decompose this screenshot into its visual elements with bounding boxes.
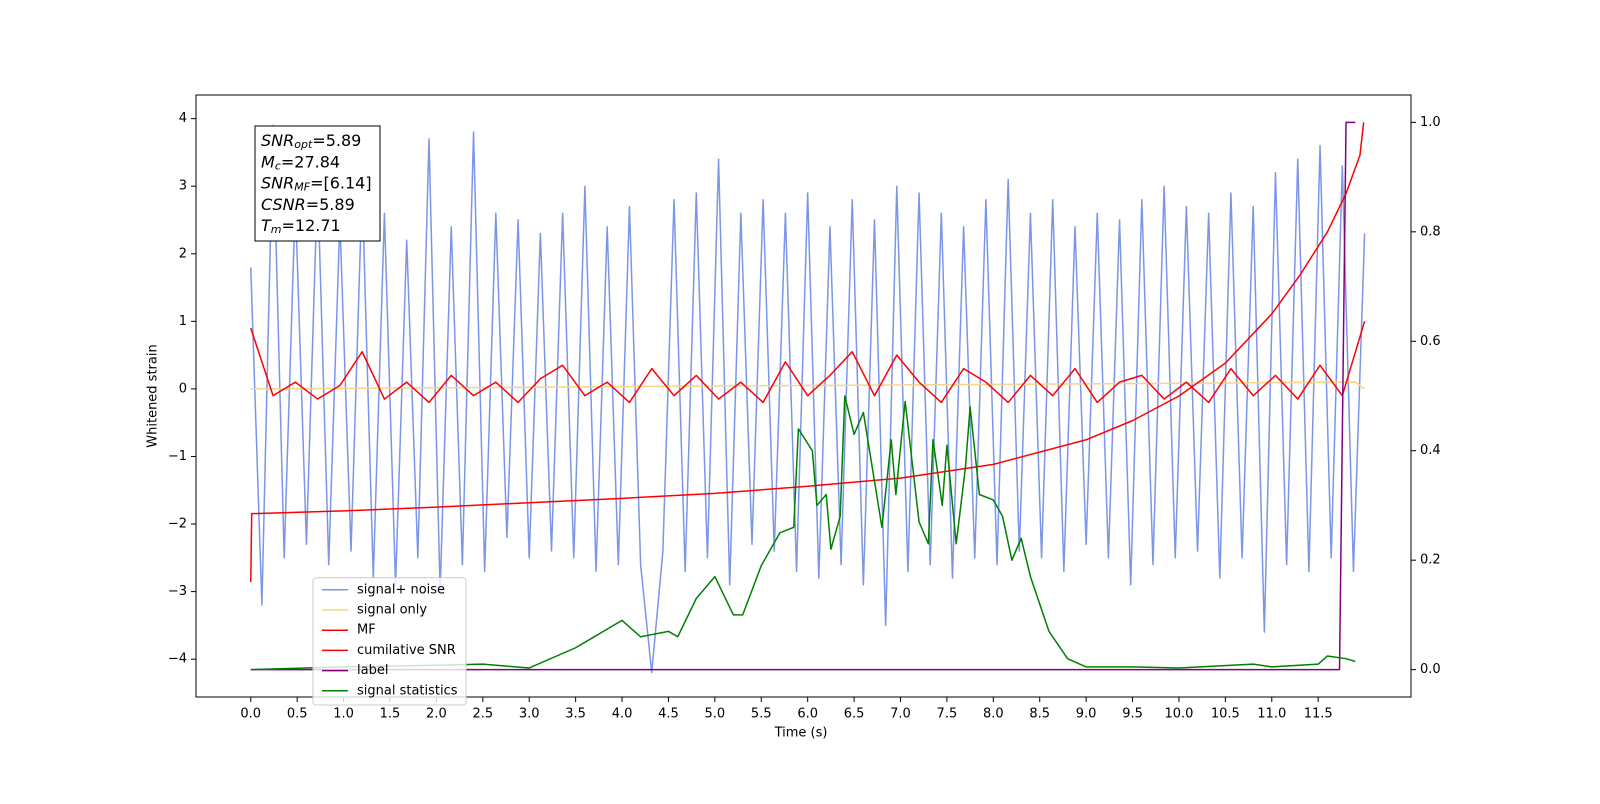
x-tick-label: 6.0 bbox=[797, 707, 818, 722]
annotation-value: =27.84 bbox=[281, 152, 340, 171]
x-tick-label: 2.5 bbox=[472, 707, 493, 722]
x-tick-label: 6.5 bbox=[844, 707, 865, 722]
annotation-symbol: CSNR bbox=[261, 194, 306, 213]
x-axis-label: Time (s) bbox=[774, 726, 828, 741]
legend-label: signal only bbox=[357, 603, 427, 618]
x-tick-label: 1.0 bbox=[333, 707, 354, 722]
annotation-frame bbox=[254, 125, 381, 242]
annotation-box: SNRopt=5.89Mc=27.84SNRMF=[6.14]CSNR=5.89… bbox=[254, 125, 381, 242]
series-line bbox=[250, 124, 1366, 674]
y2-tick-label: 0.0 bbox=[1420, 662, 1441, 677]
x-tick-label: 10.0 bbox=[1164, 707, 1193, 722]
annotation-symbol: SNR bbox=[261, 131, 294, 150]
x-tick-label: 7.0 bbox=[890, 707, 911, 722]
annotation: SNRMF=[6.14] bbox=[261, 173, 372, 194]
annotation-subscript: opt bbox=[294, 138, 313, 151]
x-tick-label: 11.5 bbox=[1304, 707, 1333, 722]
y-tick-label: 2 bbox=[179, 246, 187, 261]
x-tick-label: 7.5 bbox=[937, 707, 958, 722]
legend: signal+ noise signal only MF cumilative SNR… bbox=[312, 577, 467, 706]
x-tick-label: 8.5 bbox=[1029, 707, 1050, 722]
y2-tick-label: 0.8 bbox=[1420, 224, 1441, 239]
annotation-subscript: c bbox=[275, 159, 281, 172]
annotation-symbol: M bbox=[261, 152, 275, 171]
x-tick-label: 3.0 bbox=[519, 707, 540, 722]
series-line bbox=[250, 381, 1366, 390]
y-tick-label: −3 bbox=[168, 584, 187, 599]
legend-label: signal+ noise bbox=[357, 582, 445, 597]
x-tick-label: 5.5 bbox=[751, 707, 772, 722]
annotation: Mc=27.84 bbox=[261, 152, 340, 173]
series-line bbox=[250, 121, 1356, 671]
series-line bbox=[250, 395, 1356, 671]
x-tick-label: 4.0 bbox=[612, 707, 633, 722]
series-line bbox=[250, 122, 1365, 583]
y2-tick-label: 0.2 bbox=[1420, 553, 1441, 568]
x-tick-label: 5.0 bbox=[705, 707, 726, 722]
annotation-symbol: T bbox=[261, 216, 272, 235]
series-line bbox=[250, 321, 1366, 404]
y-tick-label: 4 bbox=[179, 111, 187, 126]
legend-label: signal statistics bbox=[357, 683, 458, 698]
y-axis-label: Whitened strain bbox=[146, 344, 161, 447]
annotation-symbol: SNR bbox=[261, 173, 294, 192]
y-tick-label: 3 bbox=[179, 179, 187, 194]
y-tick-label: −4 bbox=[168, 652, 187, 667]
annotation: Tm=12.71 bbox=[261, 216, 341, 237]
x-tick-label: 9.0 bbox=[1076, 707, 1097, 722]
x-tick-label: 0.5 bbox=[287, 707, 308, 722]
legend-frame bbox=[312, 577, 467, 706]
y2-tick-label: 0.6 bbox=[1420, 334, 1441, 349]
annotation-subscript: m bbox=[271, 223, 282, 236]
legend-label: cumilative SNR bbox=[357, 643, 456, 658]
y-tick-label: −2 bbox=[168, 517, 187, 532]
annotation: SNRopt=5.89 bbox=[261, 131, 361, 152]
annotation-subscript: MF bbox=[294, 181, 310, 194]
y-tick-label: 0 bbox=[179, 381, 187, 396]
y-tick-label: 1 bbox=[179, 314, 187, 329]
x-tick-label: 1.5 bbox=[380, 707, 401, 722]
legend-label: label bbox=[357, 663, 388, 678]
annotation-value: =12.71 bbox=[282, 216, 341, 235]
plot-area bbox=[250, 121, 1366, 674]
annotation-value: =[6.14] bbox=[310, 173, 372, 192]
y2-tick-label: 1.0 bbox=[1420, 115, 1441, 130]
x-tick-label: 3.5 bbox=[565, 707, 586, 722]
legend-label: MF bbox=[357, 623, 376, 638]
x-tick-label: 8.0 bbox=[983, 707, 1004, 722]
x-tick-label: 2.0 bbox=[426, 707, 447, 722]
y2-tick-label: 0.4 bbox=[1420, 443, 1441, 458]
x-tick-label: 9.5 bbox=[1122, 707, 1143, 722]
x-tick-label: 10.5 bbox=[1211, 707, 1240, 722]
x-tick-label: 11.0 bbox=[1257, 707, 1286, 722]
x-tick-label: 0.0 bbox=[240, 707, 261, 722]
annotation: CSNR=5.89 bbox=[261, 194, 355, 213]
axes-frame bbox=[195, 94, 1412, 698]
x-tick-label: 4.5 bbox=[658, 707, 679, 722]
annotation-value: =5.89 bbox=[312, 131, 361, 150]
annotation-value: =5.89 bbox=[306, 194, 355, 213]
y-tick-label: −1 bbox=[168, 449, 187, 464]
